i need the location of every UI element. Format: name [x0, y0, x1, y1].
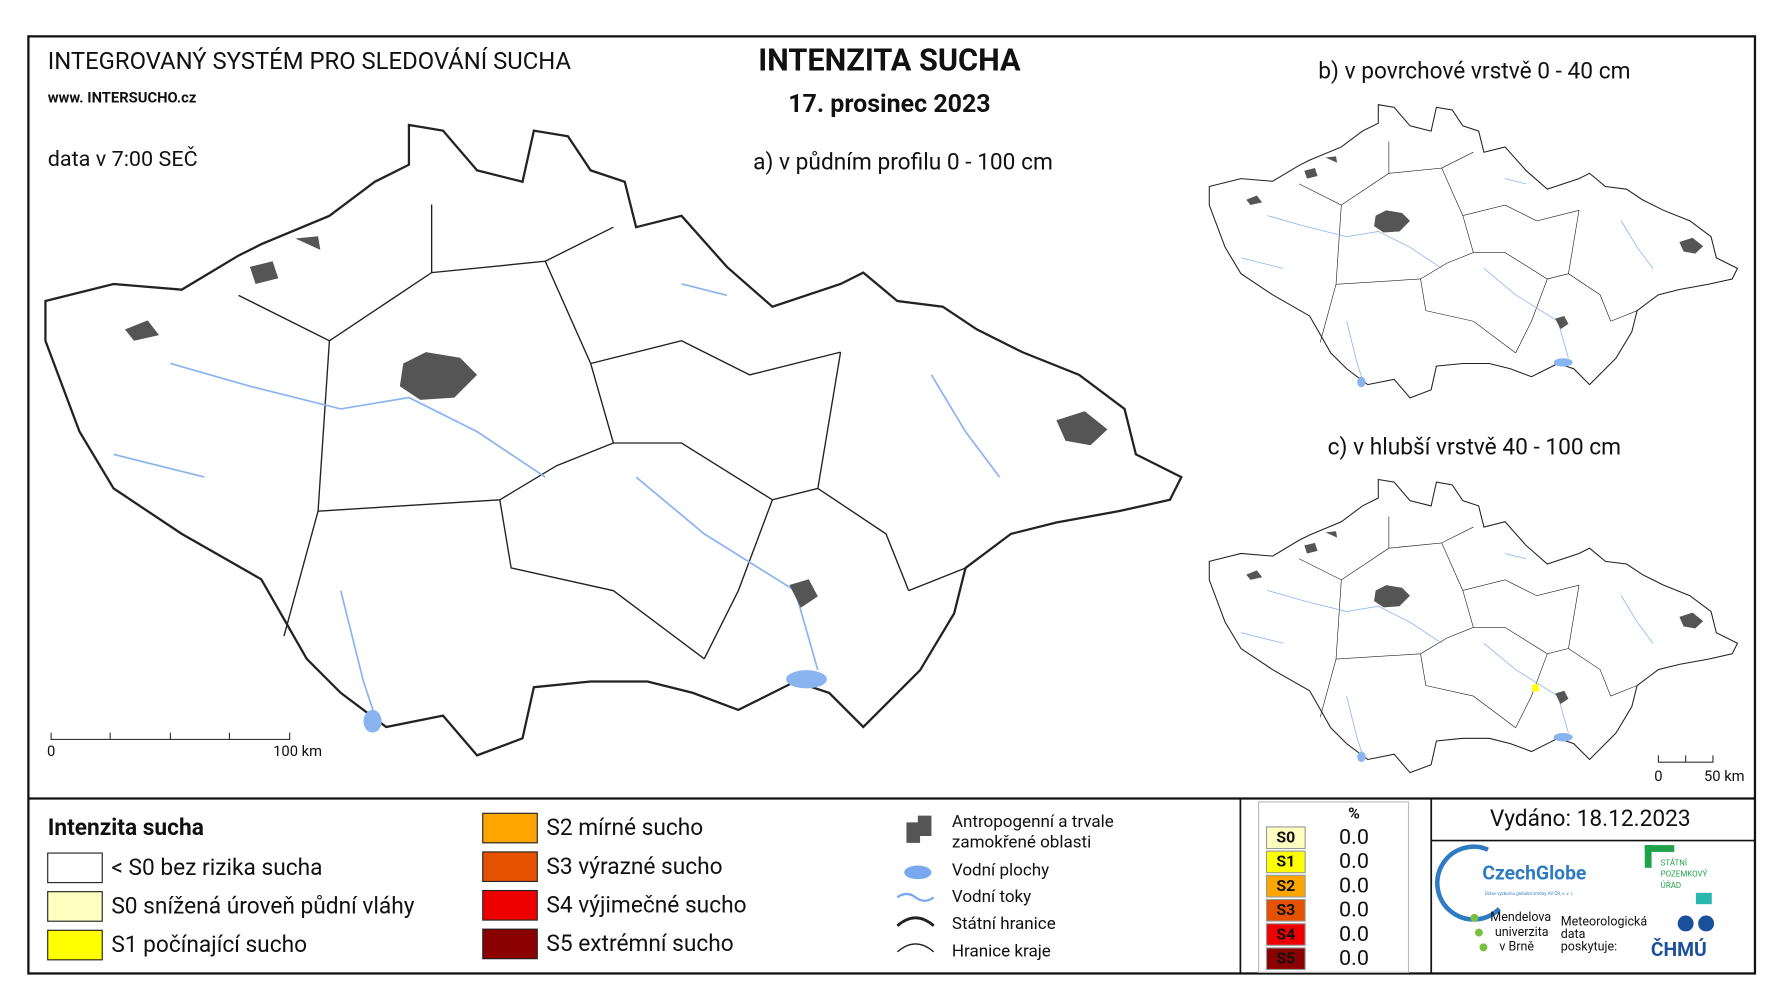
stats-class: S5 — [1276, 948, 1295, 967]
legend-swatch — [482, 889, 538, 921]
spu-text: ÚŘAD — [1661, 881, 1681, 890]
stats-class: S1 — [1276, 852, 1295, 871]
stats-swatch — [1265, 947, 1306, 971]
stats-swatch — [1265, 923, 1306, 946]
mendelu-dot — [1474, 928, 1483, 937]
czechglobe-logo — [1435, 844, 1501, 922]
stats-value: 0.0 — [1339, 873, 1369, 898]
stats-swatch — [1265, 850, 1306, 874]
system-name: INTEGROVANÝ SYSTÉM PRO SLEDOVÁNÍ SUCHA — [48, 47, 572, 75]
spu-text: POZEMKOVÝ — [1661, 870, 1708, 879]
stats-table — [1258, 801, 1410, 973]
chmu-logo — [1698, 915, 1715, 932]
legend-swatch — [482, 928, 538, 960]
spu-text: STÁTNÍ — [1661, 858, 1688, 867]
legend-label: S4 výjimečné sucho — [546, 891, 746, 918]
scale-label: 0 — [1654, 767, 1662, 785]
stats-value: 0.0 — [1339, 946, 1369, 971]
legend-swatch — [47, 852, 103, 884]
map-label: b) v povrchové vrstvě 0 - 40 cm — [1318, 58, 1630, 85]
stats-rows: S0 0.0 S1 0.0 S2 0.0 S3 0.0 S4 0.0 S5 0.0 — [1265, 825, 1369, 971]
legend-label: < S0 bez rizika sucha — [111, 854, 322, 881]
symbol-label: Antropogenní a trvale — [952, 812, 1114, 832]
date: 17. prosinec 2023 — [788, 90, 990, 119]
czechglobe-sub: Ústav výzkumu globální změny AV ČR, v. v… — [1485, 890, 1573, 897]
legend-label: S5 extrémní sucho — [546, 930, 733, 957]
legend-label: S2 mírné sucho — [546, 814, 703, 841]
legend-label: S3 výrazné sucho — [546, 853, 722, 880]
scale-label: 50 km — [1704, 767, 1745, 785]
legend-swatch — [482, 851, 538, 883]
data-time: data v 7:00 SEČ — [48, 145, 198, 172]
stats-value: 0.0 — [1339, 825, 1369, 850]
stats-swatch — [1265, 898, 1306, 922]
legend-swatch — [47, 929, 103, 961]
legend-swatch — [47, 891, 103, 922]
symbol-label: Státní hranice — [952, 914, 1056, 934]
symbol-label: zamokřené oblasti — [952, 832, 1091, 852]
symbol-icons — [896, 815, 935, 953]
mendelu-text: v Brně — [1499, 940, 1534, 955]
stats-class: S3 — [1276, 900, 1295, 919]
legend: < S0 bez rizika sucha S0 snížená úroveň p… — [47, 812, 747, 961]
scale-bar — [1657, 755, 1714, 763]
stats-class: S4 — [1276, 924, 1295, 943]
chmu: ČHMÚ — [1651, 937, 1707, 961]
legend-label: S1 počínající sucho — [111, 931, 307, 958]
mendelu-text: Mendelova — [1490, 910, 1551, 925]
scale-label: 0 — [47, 742, 55, 760]
legend-swatch — [482, 812, 538, 844]
mendelu-dot — [1470, 913, 1479, 922]
title: INTENZITA SUCHA — [758, 44, 1021, 79]
mendelu-dot — [1479, 943, 1488, 952]
stats-swatch — [1265, 874, 1306, 898]
stats-swatch — [1265, 826, 1306, 850]
stats-header: % — [1348, 804, 1360, 823]
stats-class: S2 — [1276, 876, 1295, 895]
spu-logo — [1644, 845, 1652, 868]
symbol-label: Vodní toky — [952, 887, 1031, 907]
map-label: c) v hlubší vrstvě 40 - 100 cm — [1328, 434, 1621, 461]
stats-class: S0 — [1276, 827, 1295, 846]
stats-value: 0.0 — [1339, 898, 1369, 923]
map-c — [1209, 480, 1737, 773]
stats-value: 0.0 — [1339, 922, 1369, 947]
spu-logo — [1695, 892, 1712, 905]
scale-label: 100 km — [273, 742, 322, 760]
chmu-logo — [1677, 915, 1694, 932]
mendelu-text: univerzita — [1495, 925, 1549, 940]
logos: STÁTNÍ POZEMKOVÝ ÚŘAD Mendelovauniverzitav … — [1470, 858, 1708, 955]
symbol-label: Hranice kraje — [952, 941, 1051, 961]
map-label: a) v půdním profilu 0 - 100 cm — [753, 149, 1053, 176]
issued: Vydáno: 18.12.2023 — [1490, 805, 1691, 832]
stats-value: 0.0 — [1339, 849, 1369, 874]
provider-text: Meteorologická — [1561, 915, 1648, 930]
website: www. INTERSUCHO.cz — [48, 89, 197, 107]
legend-title: Intenzita sucha — [48, 814, 204, 841]
provider-text: data — [1561, 927, 1586, 942]
czechglobe: CzechGlobe — [1482, 862, 1586, 885]
scale-bar — [50, 732, 291, 741]
symbol-label: Vodní plochy — [952, 861, 1049, 881]
provider-text: poskytuje: — [1561, 940, 1617, 955]
legend-label: S0 snížená úroveň půdní vláhy — [111, 893, 414, 920]
spu-logo — [1644, 845, 1675, 852]
